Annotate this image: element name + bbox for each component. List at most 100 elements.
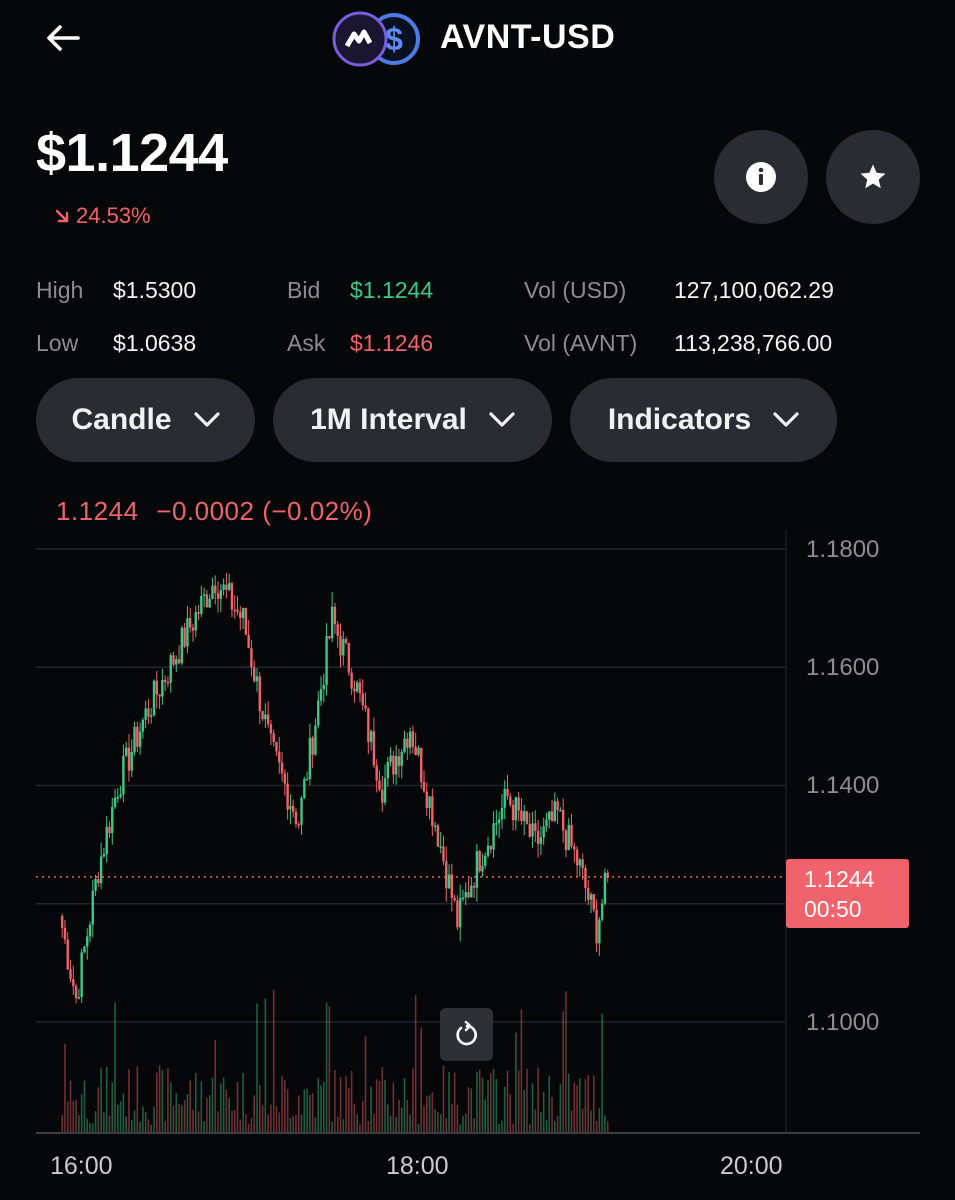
candle-body (161, 679, 164, 697)
indicators-dropdown[interactable]: Indicators (570, 378, 837, 462)
volume-bar (214, 1039, 217, 1133)
volume-bar (183, 1100, 186, 1133)
candle-body (542, 826, 545, 838)
volume-bar (537, 1067, 539, 1133)
candle-body (450, 874, 454, 898)
price-chart[interactable] (0, 530, 955, 1170)
volume-bar (364, 1036, 367, 1133)
candle-body (205, 594, 209, 608)
volume-bar (420, 1027, 423, 1133)
volume-bar (565, 991, 567, 1133)
candle-body (180, 627, 184, 664)
candle-body (436, 825, 440, 847)
candle-body (317, 700, 320, 726)
volume-bar (220, 1083, 222, 1133)
volume-bar (161, 1070, 164, 1133)
back-button[interactable] (40, 18, 86, 58)
volume-bar (428, 1095, 431, 1133)
volume-bar (189, 1080, 191, 1133)
volume-bar (142, 1106, 144, 1133)
volume-bar (114, 1002, 116, 1133)
volume-bar (61, 1114, 63, 1133)
volume-bar (389, 1115, 392, 1133)
volume-bar (515, 1032, 517, 1133)
volume-bar (258, 1085, 261, 1133)
candle-body (392, 755, 395, 775)
candle-body (241, 607, 245, 618)
candle-body (250, 648, 253, 668)
candle-body (367, 708, 370, 742)
candle-body (581, 859, 584, 869)
volume-bar (495, 1078, 498, 1133)
candle-body (236, 609, 239, 612)
bid-label: Bid (287, 277, 321, 303)
volume-bar (325, 1002, 328, 1133)
candle-body (433, 825, 437, 828)
candle-body (169, 655, 172, 683)
candle-body (603, 872, 607, 904)
candle-body (528, 824, 531, 837)
volume-bar (548, 1076, 551, 1133)
volume-bar (128, 1069, 130, 1133)
volume-bar (66, 1101, 69, 1133)
volume-bar (181, 1105, 183, 1133)
candle-body (525, 811, 529, 825)
volume-bar (239, 1119, 242, 1133)
volume-bar (445, 1117, 448, 1133)
candle-body (86, 936, 89, 947)
volume-bar (105, 1067, 108, 1133)
interval-dropdown[interactable]: 1M Interval (273, 378, 552, 462)
candle-body (500, 807, 504, 820)
candle-body (97, 878, 100, 884)
volume-bar (175, 1093, 178, 1133)
favorite-button[interactable] (826, 130, 920, 224)
candle-body (553, 801, 557, 821)
candle-body (102, 854, 106, 857)
reset-chart-button[interactable] (440, 1008, 493, 1061)
candle-body (222, 584, 225, 590)
candle-body (534, 823, 537, 831)
chart-last-price: 1.1244 (56, 496, 139, 526)
candle-body (333, 606, 337, 625)
candle-body (408, 731, 412, 748)
volume-bar (289, 1118, 292, 1133)
candle-body (111, 807, 114, 834)
volume-bar (94, 1111, 97, 1133)
vol-base-label: Vol (AVNT) (524, 330, 638, 356)
candle-body (239, 611, 242, 618)
candle-body (280, 762, 284, 774)
volume-bar (292, 1116, 294, 1133)
volume-bar (228, 1098, 230, 1133)
candle-body (464, 892, 467, 898)
volume-bar (531, 1083, 534, 1133)
x-tick-label: 16:00 (50, 1152, 113, 1180)
candle-body (94, 878, 97, 891)
info-button[interactable] (714, 130, 808, 224)
star-icon (860, 164, 886, 189)
volume-bar (523, 1090, 525, 1133)
candle-body (325, 636, 328, 685)
chart-type-dropdown[interactable]: Candle (36, 378, 255, 462)
volume-bar (414, 995, 417, 1133)
candle-body (130, 752, 133, 771)
candle-body (328, 636, 331, 639)
candle-body (233, 609, 236, 612)
volume-bar (225, 1089, 228, 1133)
volume-bar (598, 1108, 601, 1133)
volume-bar (378, 1081, 381, 1133)
candle-body (72, 979, 75, 987)
volume-bar (478, 1069, 481, 1133)
candle-body (372, 731, 376, 766)
candle-body (397, 756, 401, 766)
volume-bar (604, 1115, 606, 1133)
candle-body (303, 779, 306, 798)
current-price-tag: 1.1244 00:50 (786, 859, 909, 928)
volume-bar (484, 1099, 487, 1133)
candle-body (439, 846, 442, 848)
candle-body (122, 755, 125, 795)
ask-label: Ask (287, 330, 326, 356)
volume-bar (453, 1072, 456, 1133)
candle-body (411, 731, 415, 747)
volume-bar (264, 998, 267, 1133)
volume-bar (384, 1079, 386, 1133)
